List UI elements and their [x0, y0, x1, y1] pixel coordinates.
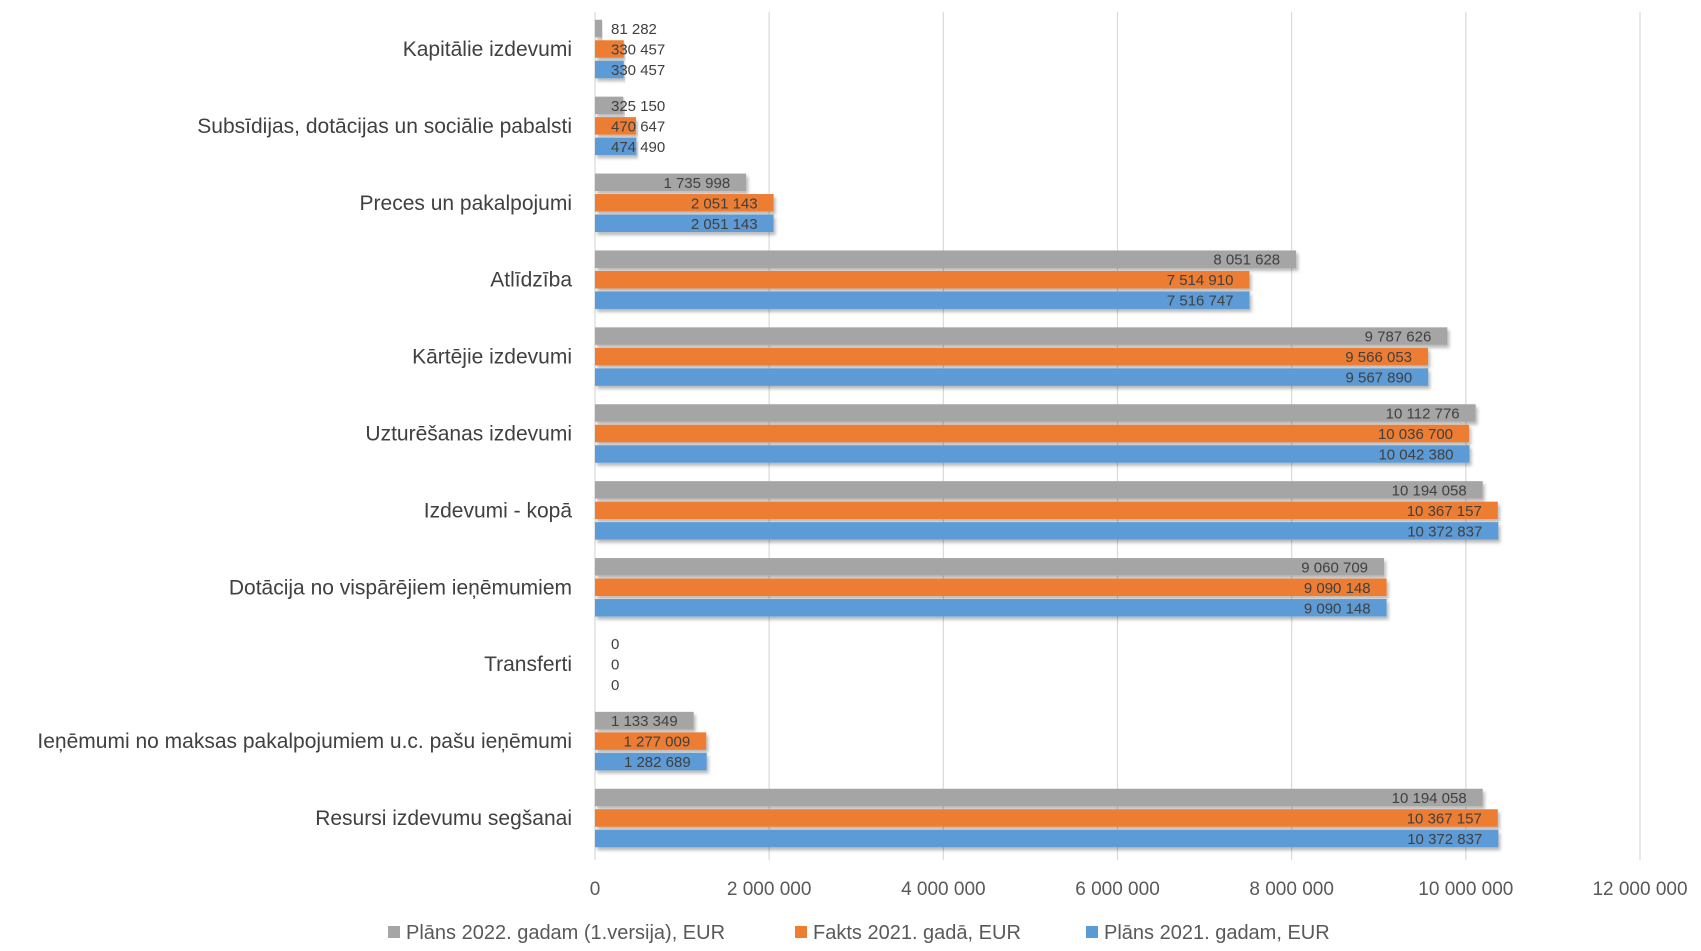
bar — [595, 404, 1476, 422]
bar — [595, 424, 1470, 443]
data-label: 330 457 — [611, 42, 665, 59]
x-axis-tick-labels: 0 2 000 000 4 000 000 6 000 000 8 000 000 10 … — [590, 879, 1688, 900]
bar — [595, 19, 603, 38]
category-label: Subsīdijas, dotācijas un sociālie pabals… — [197, 115, 572, 138]
legend-label: Plāns 2022. gadam (1.versija), EUR — [406, 922, 725, 944]
data-label: 10 042 380 — [1378, 447, 1453, 464]
x-tick-label: 2 000 000 — [727, 879, 812, 900]
x-tick-label: 0 — [590, 879, 601, 900]
data-label: 7 514 910 — [1167, 272, 1234, 289]
bar — [595, 214, 774, 233]
category-label: Kapitālie izdevumi — [403, 38, 572, 61]
data-label: 474 490 — [611, 139, 665, 156]
data-label: 325 150 — [611, 98, 665, 115]
bar — [595, 558, 1385, 576]
bar — [595, 829, 1499, 848]
bar — [595, 270, 1250, 289]
category-label: Izdevumi - kopā — [424, 499, 573, 522]
data-label: 8 051 628 — [1213, 252, 1280, 269]
data-labels: 81 282 330 457 330 457 325 150 470 647 474 49… — [611, 21, 1482, 848]
bar — [595, 173, 747, 192]
bar — [595, 481, 1483, 499]
legend-label: Plāns 2021. gadam, EUR — [1104, 922, 1330, 944]
legend-label: Fakts 2021. gadā, EUR — [813, 922, 1021, 944]
data-label: 0 — [611, 677, 619, 694]
category-label: Resursi izdevumu segšanai — [315, 807, 572, 830]
data-label: 9 567 890 — [1345, 370, 1412, 387]
category-label: Kārtējie izdevumi — [412, 346, 572, 369]
data-label: 81 282 — [611, 21, 657, 38]
legend-swatch — [1086, 926, 1098, 938]
bar — [595, 96, 624, 115]
bar — [595, 137, 637, 156]
bar — [595, 578, 1387, 597]
bar — [595, 752, 707, 771]
x-tick-label: 6 000 000 — [1075, 879, 1160, 900]
category-label: Dotācija no vispārējiem ieņēmumiem — [229, 576, 572, 599]
x-tick-label: 4 000 000 — [901, 879, 986, 900]
bar — [595, 732, 707, 750]
bar — [595, 250, 1297, 268]
x-tick-label: 8 000 000 — [1249, 879, 1334, 900]
bar — [595, 788, 1483, 807]
data-label: 10 367 157 — [1407, 503, 1482, 520]
data-label: 0 — [611, 636, 619, 653]
category-label: Transferti — [484, 653, 572, 676]
data-label: 0 — [611, 657, 619, 674]
data-label: 9 787 626 — [1365, 329, 1432, 346]
bar — [595, 327, 1448, 345]
data-label: 9 060 709 — [1301, 559, 1368, 576]
data-label: 10 112 776 — [1386, 406, 1460, 423]
category-label: Atlīdzība — [490, 269, 572, 292]
data-label: 7 516 747 — [1167, 293, 1234, 310]
category-label: Uzturēšanas izdevumi — [365, 423, 572, 446]
bar — [595, 40, 624, 58]
data-label: 10 367 157 — [1407, 811, 1482, 828]
legend-swatch — [388, 926, 400, 938]
bar — [595, 599, 1387, 617]
data-label: 10 372 837 — [1407, 831, 1482, 848]
data-label: 10 194 058 — [1392, 790, 1467, 807]
data-label: 1 133 349 — [611, 713, 678, 730]
x-tick-label: 10 000 000 — [1418, 879, 1513, 900]
bar — [595, 368, 1429, 386]
data-label: 470 647 — [611, 118, 665, 135]
category-label: Preces un pakalpojumi — [360, 192, 572, 215]
x-tick-label: 12 000 000 — [1592, 879, 1687, 900]
bar — [595, 809, 1498, 827]
data-label: 1 735 998 — [663, 175, 730, 192]
data-label: 10 036 700 — [1378, 426, 1453, 443]
bar — [595, 60, 624, 79]
data-label: 1 282 689 — [624, 754, 691, 771]
category-labels: Kapitālie izdevumi Subsīdijas, dotācijas … — [37, 38, 572, 830]
data-label: 10 372 837 — [1407, 523, 1482, 540]
data-label: 9 566 053 — [1345, 349, 1412, 366]
bar — [595, 347, 1429, 366]
data-label: 330 457 — [611, 62, 665, 79]
legend: Plāns 2022. gadam (1.versija), EUR Fakts … — [388, 922, 1330, 944]
data-label: 1 277 009 — [623, 734, 690, 751]
data-label: 9 090 148 — [1304, 580, 1371, 597]
bar — [595, 194, 774, 212]
bar — [595, 445, 1470, 463]
data-label: 9 090 148 — [1304, 600, 1371, 617]
data-label: 2 051 143 — [691, 216, 758, 233]
bar — [595, 291, 1250, 309]
data-label: 10 194 058 — [1392, 482, 1467, 499]
bar — [595, 711, 694, 730]
bars — [595, 19, 1499, 848]
legend-swatch — [795, 926, 807, 938]
bar — [595, 117, 636, 135]
bar — [595, 501, 1498, 520]
category-label: Ieņēmumi no maksas pakalpojumiem u.c. pa… — [37, 730, 572, 753]
data-label: 2 051 143 — [691, 195, 758, 212]
bar — [595, 522, 1499, 540]
